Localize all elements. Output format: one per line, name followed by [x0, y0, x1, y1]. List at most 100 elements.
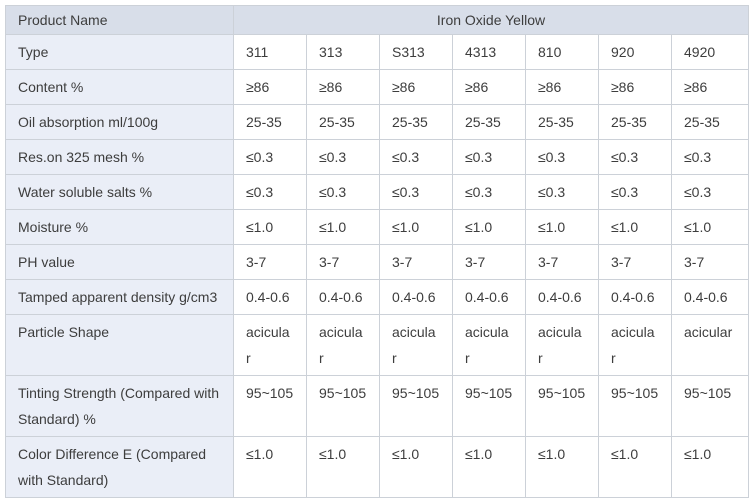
spec-value-cell: ≤0.3 [598, 139, 672, 175]
spec-value-cell: ≤0.3 [452, 174, 526, 210]
spec-value-cell: ≤1.0 [233, 436, 307, 498]
table-row: Type 311 313 S313 4313 810 920 4920 [5, 34, 749, 70]
row-label: Content % [5, 69, 234, 105]
spec-value-cell: ≤1.0 [525, 436, 599, 498]
spec-value-cell: 25-35 [671, 104, 749, 140]
table-row: Tinting Strength (Compared with Standard… [5, 375, 749, 437]
spec-value-cell: acicular [525, 314, 599, 376]
table-row: Moisture % ≤1.0 ≤1.0 ≤1.0 ≤1.0 ≤1.0 ≤1.0 ≤1.0 [5, 209, 749, 245]
spec-value-cell: ≤1.0 [233, 209, 307, 245]
spec-value-cell: 95~105 [671, 375, 749, 437]
spec-value-cell: 0.4-0.6 [233, 279, 307, 315]
spec-value-cell: ≤1.0 [379, 436, 453, 498]
spec-value-cell: 313 [306, 34, 380, 70]
spec-value-cell: 810 [525, 34, 599, 70]
spec-value-cell: acicular [671, 314, 749, 376]
table-header-row: Product Name Iron Oxide Yellow [5, 5, 749, 35]
spec-value-cell: 25-35 [452, 104, 526, 140]
spec-value-cell: 0.4-0.6 [452, 279, 526, 315]
spec-value-cell: acicular [233, 314, 307, 376]
table-row: Color Difference E (Compared with Standa… [5, 436, 749, 498]
table-row: PH value 3-7 3-7 3-7 3-7 3-7 3-7 3-7 [5, 244, 749, 280]
spec-value-cell: 95~105 [452, 375, 526, 437]
spec-value-cell: ≥86 [525, 69, 599, 105]
table-body: Type 311 313 S313 4313 810 920 4920 Content % ≥86… [5, 34, 749, 498]
row-label: Oil absorption ml/100g [5, 104, 234, 140]
spec-value-cell: 25-35 [525, 104, 599, 140]
spec-value-cell: 311 [233, 34, 307, 70]
spec-value-cell: 920 [598, 34, 672, 70]
spec-value-cell: ≥86 [452, 69, 526, 105]
table-row: Particle Shape acicular acicular acicular ac… [5, 314, 749, 376]
spec-value-cell: ≥86 [306, 69, 380, 105]
spec-value-cell: ≤0.3 [525, 139, 599, 175]
row-label: PH value [5, 244, 234, 280]
table-row: Content % ≥86 ≥86 ≥86 ≥86 ≥86 ≥86 ≥86 [5, 69, 749, 105]
spec-value-cell: ≤0.3 [525, 174, 599, 210]
spec-value-cell: 3-7 [379, 244, 453, 280]
product-name-header: Product Name [5, 5, 234, 35]
product-spec-table: Product Name Iron Oxide Yellow Type 311 31… [5, 5, 749, 498]
spec-value-cell: 3-7 [671, 244, 749, 280]
row-label: Particle Shape [5, 314, 234, 376]
spec-value-cell: 95~105 [598, 375, 672, 437]
spec-value-cell: ≥86 [671, 69, 749, 105]
table-row: Tamped apparent density g/cm3 0.4-0.6 0.4-… [5, 279, 749, 315]
spec-value-cell: S313 [379, 34, 453, 70]
product-title-header: Iron Oxide Yellow [233, 5, 749, 35]
spec-value-cell: 95~105 [525, 375, 599, 437]
spec-value-cell: ≤0.3 [452, 139, 526, 175]
spec-value-cell: ≤0.3 [379, 174, 453, 210]
spec-value-cell: acicular [452, 314, 526, 376]
spec-value-cell: acicular [306, 314, 380, 376]
spec-value-cell: ≤0.3 [233, 174, 307, 210]
spec-value-cell: ≥86 [379, 69, 453, 105]
spec-value-cell: 3-7 [525, 244, 599, 280]
spec-value-cell: ≤0.3 [306, 174, 380, 210]
spec-value-cell: ≤1.0 [306, 209, 380, 245]
spec-value-cell: 3-7 [598, 244, 672, 280]
row-label: Color Difference E (Compared with Standa… [5, 436, 234, 498]
spec-value-cell: ≥86 [598, 69, 672, 105]
spec-value-cell: ≤1.0 [452, 209, 526, 245]
spec-value-cell: ≤1.0 [598, 436, 672, 498]
spec-value-cell: ≤1.0 [525, 209, 599, 245]
spec-value-cell: ≤0.3 [379, 139, 453, 175]
spec-value-cell: ≤1.0 [306, 436, 380, 498]
spec-value-cell: ≤1.0 [598, 209, 672, 245]
spec-value-cell: 3-7 [233, 244, 307, 280]
spec-value-cell: ≥86 [233, 69, 307, 105]
spec-value-cell: 0.4-0.6 [598, 279, 672, 315]
spec-value-cell: 95~105 [379, 375, 453, 437]
spec-value-cell: 95~105 [306, 375, 380, 437]
page: Product Name Iron Oxide Yellow Type 311 31… [5, 5, 749, 498]
spec-value-cell: 4313 [452, 34, 526, 70]
row-label: Res.on 325 mesh % [5, 139, 234, 175]
row-label: Tinting Strength (Compared with Standard… [5, 375, 234, 437]
spec-value-cell: 25-35 [233, 104, 307, 140]
spec-value-cell: 25-35 [306, 104, 380, 140]
spec-value-cell: 25-35 [598, 104, 672, 140]
spec-value-cell: 95~105 [233, 375, 307, 437]
table-row: Water soluble salts % ≤0.3 ≤0.3 ≤0.3 ≤0.3 ≤0.… [5, 174, 749, 210]
spec-value-cell: 3-7 [452, 244, 526, 280]
row-label: Type [5, 34, 234, 70]
spec-value-cell: ≤0.3 [598, 174, 672, 210]
spec-value-cell: ≤0.3 [671, 174, 749, 210]
spec-value-cell: ≤1.0 [379, 209, 453, 245]
spec-value-cell: acicular [379, 314, 453, 376]
row-label: Moisture % [5, 209, 234, 245]
spec-value-cell: 0.4-0.6 [379, 279, 453, 315]
spec-value-cell: acicular [598, 314, 672, 376]
row-label: Water soluble salts % [5, 174, 234, 210]
spec-value-cell: 4920 [671, 34, 749, 70]
spec-value-cell: 3-7 [306, 244, 380, 280]
spec-value-cell: ≤0.3 [233, 139, 307, 175]
spec-value-cell: ≤1.0 [452, 436, 526, 498]
spec-value-cell: 0.4-0.6 [671, 279, 749, 315]
table-row: Oil absorption ml/100g 25-35 25-35 25-35 25-… [5, 104, 749, 140]
spec-value-cell: 25-35 [379, 104, 453, 140]
spec-value-cell: 0.4-0.6 [525, 279, 599, 315]
row-label: Tamped apparent density g/cm3 [5, 279, 234, 315]
table-row: Res.on 325 mesh % ≤0.3 ≤0.3 ≤0.3 ≤0.3 ≤0.3 ≤0.… [5, 139, 749, 175]
